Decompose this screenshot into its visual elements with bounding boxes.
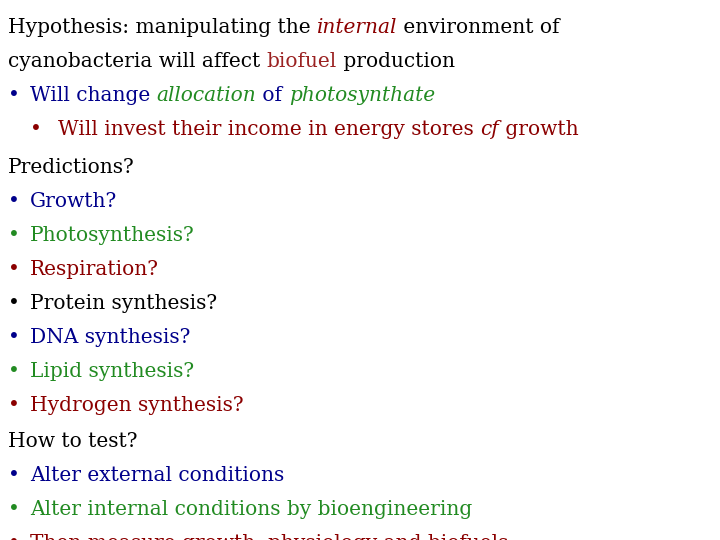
Text: Protein synthesis?: Protein synthesis? <box>30 294 217 313</box>
Text: •: • <box>8 86 20 105</box>
Text: •: • <box>8 294 20 313</box>
Text: •: • <box>8 362 20 381</box>
Text: Alter internal conditions by bioengineering: Alter internal conditions by bioengineer… <box>30 500 472 519</box>
Text: Photosynthesis?: Photosynthesis? <box>30 226 194 245</box>
Text: •: • <box>8 396 20 415</box>
Text: allocation: allocation <box>157 86 256 105</box>
Text: •: • <box>8 328 20 347</box>
Text: internal: internal <box>317 18 397 37</box>
Text: Growth?: Growth? <box>30 192 117 211</box>
Text: photosynthate: photosynthate <box>289 86 435 105</box>
Text: How to test?: How to test? <box>8 432 138 451</box>
Text: biofuel: biofuel <box>266 52 337 71</box>
Text: Hypothesis: manipulating the: Hypothesis: manipulating the <box>8 18 317 37</box>
Text: Alter external conditions: Alter external conditions <box>30 466 284 485</box>
Text: Predictions?: Predictions? <box>8 158 135 177</box>
Text: •: • <box>8 534 20 540</box>
Text: cf: cf <box>480 120 499 139</box>
Text: cyanobacteria will affect: cyanobacteria will affect <box>8 52 266 71</box>
Text: Will invest their income in energy stores: Will invest their income in energy store… <box>58 120 480 139</box>
Text: Hydrogen synthesis?: Hydrogen synthesis? <box>30 396 243 415</box>
Text: Will change: Will change <box>30 86 157 105</box>
Text: environment of: environment of <box>397 18 560 37</box>
Text: Respiration?: Respiration? <box>30 260 159 279</box>
Text: Then measure growth, physiology and biofuels: Then measure growth, physiology and biof… <box>30 534 508 540</box>
Text: •: • <box>8 466 20 485</box>
Text: •: • <box>8 500 20 519</box>
Text: production: production <box>337 52 455 71</box>
Text: Lipid synthesis?: Lipid synthesis? <box>30 362 194 381</box>
Text: •: • <box>8 192 20 211</box>
Text: •: • <box>8 226 20 245</box>
Text: of: of <box>256 86 289 105</box>
Text: •: • <box>8 260 20 279</box>
Text: DNA synthesis?: DNA synthesis? <box>30 328 190 347</box>
Text: •: • <box>30 120 42 139</box>
Text: growth: growth <box>499 120 578 139</box>
